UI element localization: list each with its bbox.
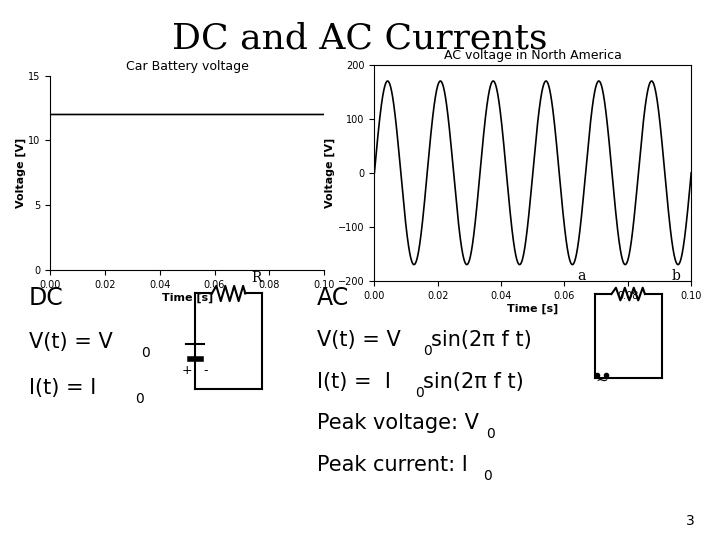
Text: sin(2π f t): sin(2π f t) xyxy=(431,329,531,349)
Text: b: b xyxy=(672,269,680,284)
Text: DC and AC Currents: DC and AC Currents xyxy=(172,22,548,56)
Text: V(t) = V: V(t) = V xyxy=(317,329,400,349)
Text: I(t) = I: I(t) = I xyxy=(29,378,96,398)
Text: I(t) =  I: I(t) = I xyxy=(317,372,391,392)
Text: Peak voltage: V: Peak voltage: V xyxy=(317,413,479,433)
X-axis label: Time [s]: Time [s] xyxy=(161,293,213,303)
Y-axis label: Voltage [V]: Voltage [V] xyxy=(325,138,336,208)
Text: R: R xyxy=(251,271,261,285)
Text: a: a xyxy=(577,269,585,284)
X-axis label: Time [s]: Time [s] xyxy=(507,303,559,314)
Text: 0: 0 xyxy=(135,393,144,407)
Title: Car Battery voltage: Car Battery voltage xyxy=(126,60,248,73)
Text: DC: DC xyxy=(29,286,63,310)
Y-axis label: Voltage [V]: Voltage [V] xyxy=(15,138,25,208)
Text: ~: ~ xyxy=(595,373,608,388)
Text: AC: AC xyxy=(317,286,349,310)
Text: 0: 0 xyxy=(483,469,492,483)
Text: sin(2π f t): sin(2π f t) xyxy=(423,372,523,392)
Title: AC voltage in North America: AC voltage in North America xyxy=(444,49,622,62)
Text: -: - xyxy=(203,364,207,377)
Text: Peak current: I: Peak current: I xyxy=(317,455,467,475)
Text: +: + xyxy=(182,364,193,377)
Text: V(t) = V: V(t) = V xyxy=(29,332,112,352)
Text: 0: 0 xyxy=(423,344,432,358)
Text: 0: 0 xyxy=(415,386,424,400)
Text: 0: 0 xyxy=(141,347,150,361)
Text: 0: 0 xyxy=(486,428,495,442)
Text: 3: 3 xyxy=(686,514,695,528)
